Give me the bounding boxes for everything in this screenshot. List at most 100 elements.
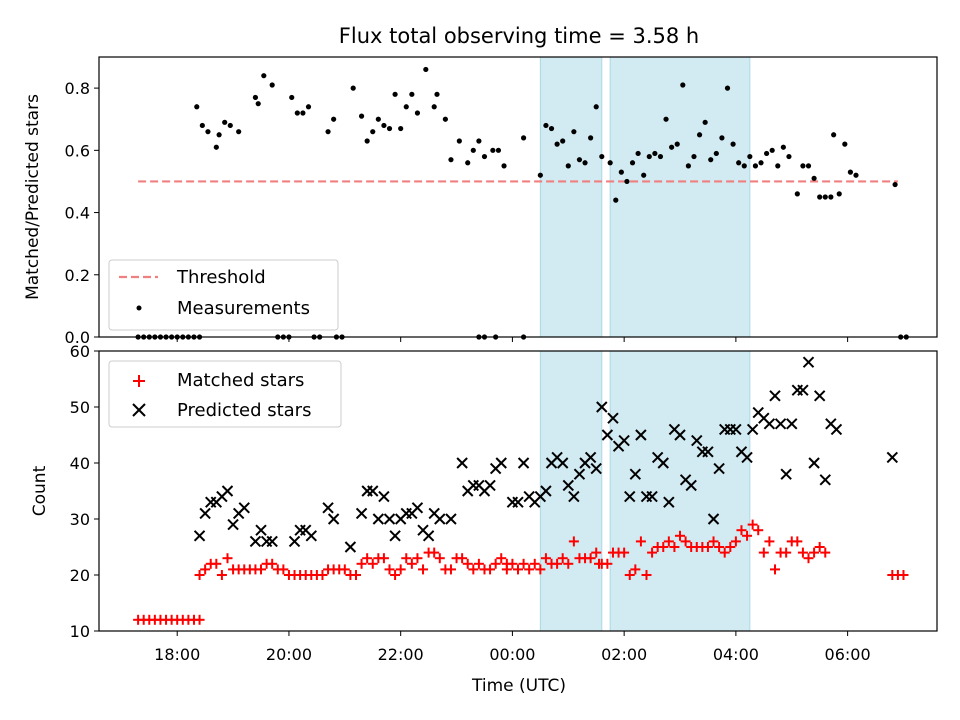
measurement-point	[222, 119, 228, 125]
bottom-y-tick-label: 20	[70, 566, 90, 585]
matched-star-point	[535, 564, 546, 575]
predicted-star-point	[707, 513, 720, 525]
predicted-star-point	[422, 530, 435, 542]
observing-window-band	[609, 350, 751, 632]
measurement-point	[747, 153, 753, 160]
predicted-star-point	[389, 530, 401, 542]
x-tick-label: 04:00	[713, 645, 759, 664]
measurement-point	[576, 157, 583, 163]
chart-title: Flux total observing time = 3.58 h	[339, 24, 699, 48]
measurement-point	[652, 150, 658, 157]
predicted-star-point	[327, 513, 340, 525]
measurement-point	[842, 141, 848, 147]
measurement-point	[470, 147, 476, 153]
matched-star-point	[568, 536, 579, 547]
measurement-point	[216, 132, 222, 138]
matched-star-point	[658, 542, 669, 552]
measurement-point	[794, 191, 800, 197]
matched-star-point	[898, 570, 909, 580]
legend-predicted-label: Predicted stars	[177, 400, 311, 421]
x-tick-label: 06:00	[825, 645, 871, 664]
predicted-star-point	[797, 384, 809, 396]
measurement-point	[199, 122, 205, 129]
measurement-point	[646, 153, 652, 160]
measurement-point	[708, 157, 714, 163]
matched-star-point	[513, 564, 523, 575]
measurement-point	[613, 197, 619, 203]
measurement-point	[398, 125, 404, 132]
measurement-point	[213, 144, 219, 150]
bottom-y-tick-label: 10	[70, 622, 90, 641]
predicted-star-point	[813, 390, 826, 402]
measurement-point	[847, 169, 854, 175]
bottom-legend-box	[108, 360, 342, 428]
predicted-star-point	[886, 451, 899, 464]
measurement-point	[713, 150, 719, 157]
predicted-star-point	[495, 457, 507, 469]
measurement-point	[741, 163, 747, 169]
matched-star-point	[792, 536, 803, 547]
measurement-point	[752, 163, 759, 169]
predicted-star-point	[657, 457, 669, 469]
matched-star-point	[267, 558, 278, 569]
measurement-point	[758, 160, 764, 166]
measurement-point	[434, 91, 440, 97]
predicted-star-point	[288, 535, 301, 548]
measurement-point	[635, 150, 641, 157]
predicted-star-point	[372, 513, 385, 525]
measurement-point	[490, 147, 496, 153]
measurement-point	[442, 116, 448, 122]
matched-star-point	[518, 558, 529, 569]
predicted-star-point	[221, 485, 234, 497]
bottom-legend: Matched stars Predicted stars	[108, 360, 342, 428]
predicted-star-point	[456, 457, 468, 469]
predicted-star-point	[573, 468, 586, 480]
measurement-point	[414, 110, 421, 116]
predicted-star-point	[411, 502, 424, 514]
matched-star-point	[462, 558, 473, 569]
predicted-star-point	[434, 513, 446, 525]
top-y-tick-label: 0.4	[65, 204, 90, 223]
matched-star-point	[490, 558, 501, 569]
matched-star-point	[507, 558, 518, 569]
measurement-point	[805, 163, 812, 169]
matched-star-point	[384, 564, 395, 575]
top-legend-box	[108, 259, 339, 331]
measurement-point	[593, 104, 599, 110]
matched-star-point	[594, 558, 605, 569]
predicted-star-point	[646, 490, 658, 503]
predicted-star-point	[596, 401, 608, 413]
measurement-point	[669, 144, 675, 150]
predicted-star-point	[562, 479, 574, 492]
matched-star-point	[702, 542, 713, 552]
matched-star-point	[647, 547, 658, 558]
observing-window-band	[539, 56, 603, 338]
matched-star-point	[434, 553, 445, 564]
measurement-point	[565, 163, 571, 169]
top-y-tick-label: 0.2	[65, 266, 90, 285]
measurement-point	[261, 73, 267, 79]
measurement-point	[294, 110, 300, 116]
matched-star-point	[401, 553, 412, 564]
predicted-star-point	[227, 518, 239, 531]
bottom-y-axis-label: Count	[30, 465, 50, 516]
measurement-point	[680, 82, 686, 88]
top-panel: 0.00.20.40.60.8 Matched/Predicted stars …	[23, 56, 938, 347]
matched-star-point	[216, 570, 227, 580]
x-tick-label: 18:00	[154, 645, 200, 664]
matched-star-point	[781, 547, 792, 558]
matched-star-point	[635, 536, 646, 547]
measurement-point	[624, 178, 630, 185]
measurement-point	[618, 169, 624, 175]
measurement-point	[736, 160, 742, 166]
matched-star-point	[529, 558, 540, 569]
legend-measurements-label: Measurements	[177, 298, 310, 319]
measurement-point	[548, 125, 555, 132]
predicted-star-point	[830, 423, 843, 436]
x-tick-label: 20:00	[266, 645, 312, 664]
matched-star-point	[194, 570, 205, 580]
matched-star-point	[256, 564, 267, 575]
measurement-point	[560, 138, 566, 144]
measurement-point	[381, 122, 387, 129]
measurement-point	[780, 144, 786, 150]
